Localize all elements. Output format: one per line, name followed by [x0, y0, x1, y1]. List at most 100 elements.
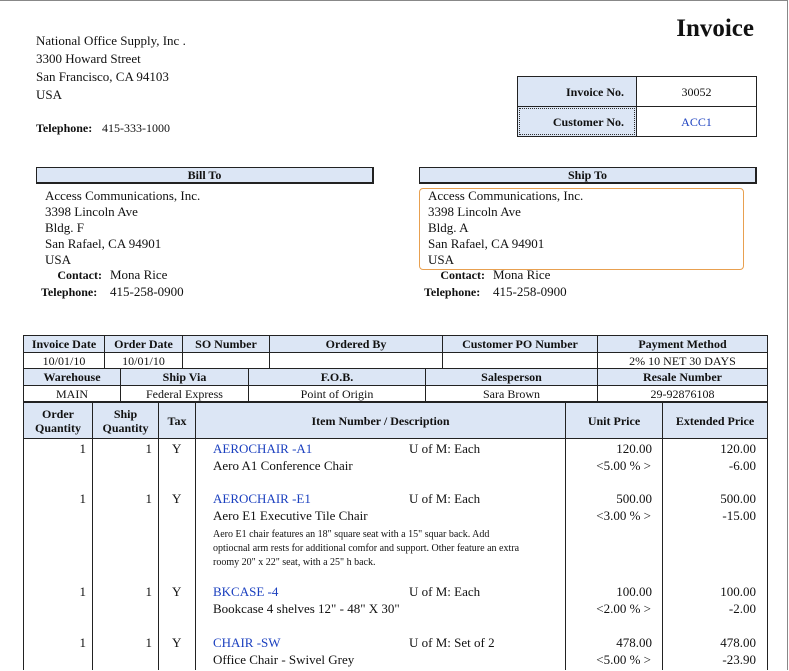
items-header: Unit Price — [565, 402, 663, 439]
address-line: 3398 Lincoln Ave — [45, 204, 138, 219]
invoice-title: Invoice — [676, 15, 754, 42]
unit-price: 120.00 — [616, 441, 652, 456]
ship-qty: 1 — [145, 441, 153, 456]
item-number: CHAIR -SW — [213, 635, 281, 650]
description: Aero A1 Conference Chair — [213, 458, 353, 473]
order-qty: 1 — [79, 491, 87, 506]
order-header: Warehouse — [23, 368, 121, 386]
discount: <5.00 % > — [596, 652, 651, 667]
unit-of-measure: U of M: Each — [409, 584, 481, 599]
telephone: 415-333-1000 — [102, 121, 170, 135]
unit-of-measure: U of M: Set of 2 — [409, 635, 495, 650]
tax: Y — [172, 491, 182, 506]
order-header: Invoice Date — [23, 335, 105, 353]
tax: Y — [172, 584, 182, 599]
order-value: 10/01/10 — [104, 352, 183, 369]
order-value: MAIN — [23, 385, 121, 402]
address-heading: Bill To — [36, 167, 374, 184]
ship-qty: 1 — [145, 584, 153, 599]
telephone: 415-258-0900 — [493, 284, 567, 299]
column-line — [92, 438, 93, 670]
unit-price: 100.00 — [616, 584, 652, 599]
address-line: San Rafael, CA 94901 — [45, 236, 162, 251]
telephone: 415-258-0900 — [110, 284, 184, 299]
order-value: 10/01/10 — [23, 352, 105, 369]
order-header: Payment Method — [597, 335, 768, 353]
column-line — [158, 438, 159, 670]
discount: <3.00 % > — [596, 508, 651, 523]
column-line — [662, 438, 663, 670]
order-qty: 1 — [79, 584, 87, 599]
extended-price: 100.00 — [720, 584, 756, 599]
contact-label: Contact: — [440, 268, 485, 282]
order-value: 29-92876108 — [597, 385, 768, 402]
order-header: SO Number — [182, 335, 270, 353]
contact-label: Contact: — [57, 268, 102, 282]
item-number: AEROCHAIR -E1 — [213, 491, 311, 506]
extended-price: 478.00 — [720, 635, 756, 650]
items-header: Item Number / Description — [195, 402, 566, 439]
column-line — [565, 438, 566, 670]
telephone-label: Telephone: — [36, 121, 93, 135]
info-label: Invoice No. — [517, 76, 637, 107]
order-value: Federal Express — [120, 385, 249, 402]
tax: Y — [172, 441, 182, 456]
item-number: BKCASE -4 — [213, 584, 279, 599]
tax: Y — [172, 635, 182, 650]
company-line: 3300 Howard Street — [36, 51, 141, 66]
contact: Mona Rice — [493, 267, 551, 282]
order-header: Customer PO Number — [442, 335, 598, 353]
address-heading: Ship To — [419, 167, 757, 184]
order-qty: 1 — [79, 635, 87, 650]
items-header: Tax — [158, 402, 196, 439]
company-line: USA — [36, 87, 63, 102]
address-box — [419, 188, 744, 270]
info-value: 30052 — [636, 76, 757, 107]
unit-of-measure: U of M: Each — [409, 441, 481, 456]
info-label: Customer No. — [517, 106, 637, 137]
telephone-label: Telephone: — [424, 285, 481, 299]
order-header: Resale Number — [597, 368, 768, 386]
address-line: USA — [45, 252, 72, 267]
order-value — [182, 352, 270, 369]
address-line: Access Communications, Inc. — [45, 188, 201, 203]
ship-qty: 1 — [145, 491, 153, 506]
order-value: Point of Origin — [248, 385, 426, 402]
description: Bookcase 4 shelves 12" - 48" X 30" — [213, 601, 400, 616]
unit-price: 478.00 — [616, 635, 652, 650]
order-value: Sara Brown — [425, 385, 598, 402]
address-line: Bldg. F — [45, 220, 85, 235]
column-line — [767, 438, 768, 670]
telephone-label: Telephone: — [41, 285, 98, 299]
discount-amount: -15.00 — [722, 508, 756, 523]
description: Office Chair - Swivel Grey — [213, 652, 355, 667]
unit-of-measure: U of M: Each — [409, 491, 481, 506]
order-header: Order Date — [104, 335, 183, 353]
discount: <5.00 % > — [596, 458, 651, 473]
discount-amount: -23.90 — [722, 652, 756, 667]
address-line: Bldg. A — [428, 220, 469, 235]
address-line: San Rafael, CA 94901 — [428, 236, 545, 251]
items-header: Ship Quantity — [92, 402, 159, 439]
extended-price: 500.00 — [720, 491, 756, 506]
unit-price: 500.00 — [616, 491, 652, 506]
info-value: ACC1 — [636, 106, 757, 137]
column-line — [195, 438, 196, 670]
contact: Mona Rice — [110, 267, 168, 282]
item-number: AEROCHAIR -A1 — [213, 441, 313, 456]
order-value — [442, 352, 598, 369]
order-header: F.O.B. — [248, 368, 426, 386]
items-header: Extended Price — [662, 402, 768, 439]
order-header: Ship Via — [120, 368, 249, 386]
item-note: Aero E1 chair features an 18" square sea… — [213, 529, 520, 568]
discount-amount: -6.00 — [728, 458, 756, 473]
description: Aero E1 Executive Tile Chair — [213, 508, 368, 523]
order-value: 2% 10 NET 30 DAYS — [597, 352, 768, 369]
discount-amount: -2.00 — [728, 601, 756, 616]
order-header: Salesperson — [425, 368, 598, 386]
order-qty: 1 — [79, 441, 87, 456]
address-line: Access Communications, Inc. — [428, 188, 584, 203]
order-header: Ordered By — [269, 335, 443, 353]
discount: <2.00 % > — [596, 601, 651, 616]
